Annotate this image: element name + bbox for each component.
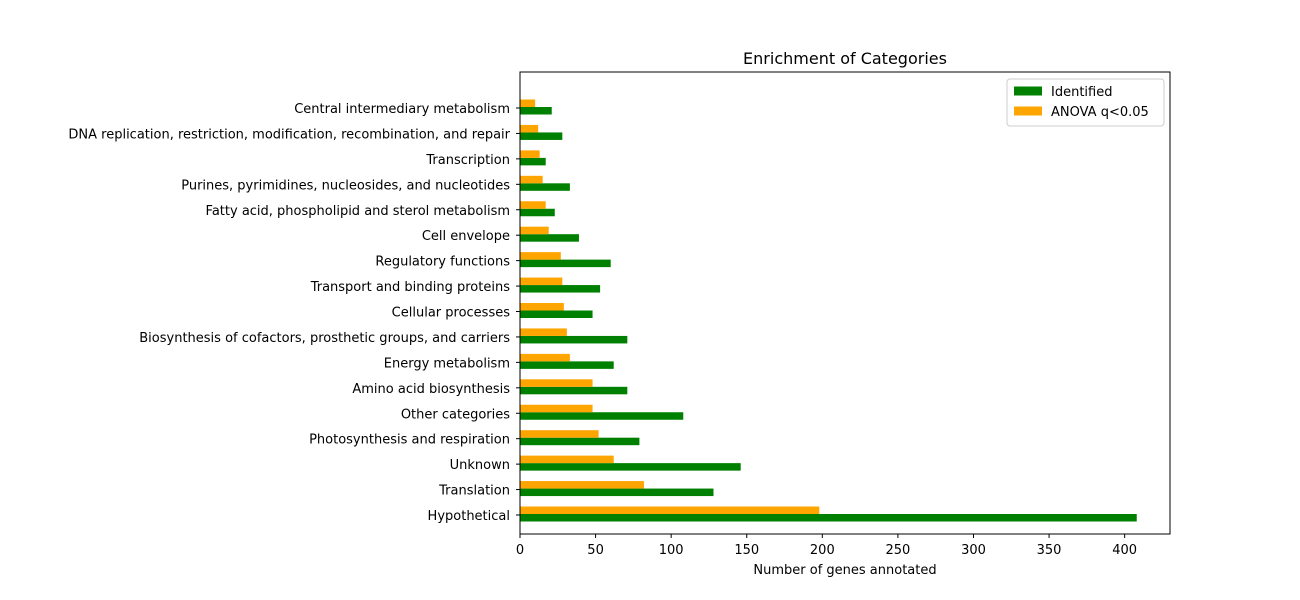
x-tick-label: 350 (1037, 543, 1062, 558)
bar-identified-8 (520, 310, 593, 318)
bar-identified-9 (520, 285, 601, 293)
x-tick-label: 0 (516, 543, 524, 558)
y-tick-label: Translation (438, 484, 510, 499)
bar-anova-1 (520, 481, 644, 489)
chart-title: Enrichment of Categories (743, 49, 947, 68)
x-axis-label: Number of genes annotated (753, 563, 936, 578)
bar-identified-13 (520, 183, 570, 191)
y-tick-label: Biosynthesis of cofactors, prosthetic gr… (139, 331, 510, 346)
x-tick-label: 100 (659, 543, 684, 558)
bar-identified-10 (520, 259, 611, 268)
bar-identified-15 (520, 132, 563, 140)
bar-identified-1 (520, 488, 714, 497)
bar-anova-0 (520, 506, 820, 514)
x-tick-label: 150 (734, 543, 759, 558)
y-tick-label: Purines, pyrimidines, nucleosides, and n… (181, 178, 510, 193)
y-tick-label: Fatty acid, phospholipid and sterol meta… (206, 204, 510, 219)
y-tick-label: Cell envelope (422, 229, 510, 244)
bar-anova-7 (520, 328, 567, 336)
bar-anova-4 (520, 404, 593, 413)
legend-swatch-1 (1014, 106, 1042, 116)
bar-identified-3 (520, 437, 640, 446)
bar-identified-7 (520, 335, 628, 344)
bar-anova-11 (520, 226, 549, 235)
bar-identified-14 (520, 157, 546, 166)
y-axis: Hypothetical Translation Unknown Photosynth… (68, 102, 520, 524)
bar-anova-16 (520, 99, 536, 107)
y-tick-label: Other categories (401, 407, 510, 422)
bar-identified-11 (520, 234, 579, 242)
bar-anova-5 (520, 379, 593, 387)
plot-frame (519, 71, 1171, 535)
bar-anova-2 (520, 455, 614, 464)
legend-label: ANOVA q<0.05 (1051, 105, 1149, 120)
x-tick-label: 300 (961, 543, 986, 558)
bar-identified-16 (520, 107, 552, 115)
y-tick-label: Transcription (425, 153, 510, 168)
bar-identified-5 (520, 386, 628, 395)
legend-label: Identified (1051, 85, 1112, 100)
bar-anova-8 (520, 303, 564, 311)
x-tick-label: 200 (810, 543, 835, 558)
legend-frame (1006, 78, 1165, 127)
bar-anova-10 (520, 252, 561, 260)
bar-identified-6 (520, 361, 614, 369)
bar-identified-0 (520, 514, 1137, 522)
bar-anova-3 (520, 430, 599, 438)
bar-identified-12 (520, 208, 555, 217)
x-axis: 0 50 100 150 200 250 300 350 400 (516, 534, 1137, 558)
y-tick-label: Unknown (450, 458, 510, 473)
bars-group (520, 99, 1137, 522)
bar-anova-9 (520, 277, 563, 286)
y-tick-label: Cellular processes (392, 306, 511, 321)
legend: Identified ANOVA q<0.05 (1006, 78, 1165, 127)
bar-anova-6 (520, 353, 570, 362)
bar-anova-15 (520, 124, 539, 133)
bar-anova-13 (520, 175, 543, 184)
x-tick-label: 250 (885, 543, 910, 558)
bar-anova-12 (520, 201, 546, 209)
y-tick-label: Transport and binding proteins (310, 280, 511, 295)
bar-anova-14 (520, 150, 540, 158)
y-tick-label: DNA replication, restriction, modificati… (68, 127, 510, 142)
y-tick-label: Regulatory functions (375, 255, 510, 270)
y-tick-label: Energy metabolism (384, 356, 510, 371)
bar-identified-4 (520, 412, 684, 420)
legend-swatch-0 (1014, 86, 1042, 96)
y-tick-label: Central intermediary metabolism (294, 102, 510, 117)
y-tick-label: Amino acid biosynthesis (352, 382, 510, 397)
y-tick-label: Hypothetical (428, 509, 510, 524)
bar-identified-2 (520, 463, 741, 471)
x-tick-label: 400 (1112, 543, 1137, 558)
x-tick-label: 50 (587, 543, 604, 558)
y-tick-label: Photosynthesis and respiration (309, 433, 510, 448)
